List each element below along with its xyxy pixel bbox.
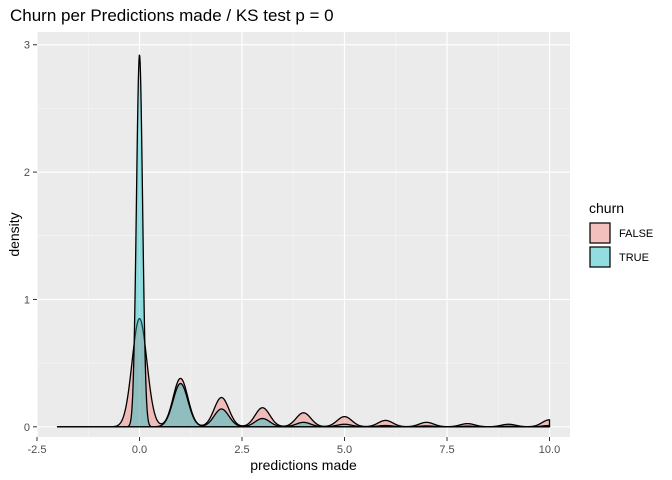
grid-minor xyxy=(37,32,570,437)
legend-key-background xyxy=(589,246,611,268)
legend-title: churn xyxy=(589,200,624,216)
y-tick-label: 1 xyxy=(24,294,30,306)
legend-item-true: TRUE xyxy=(589,246,649,268)
legend: churn FALSE TRUE xyxy=(589,200,653,268)
legend-label: FALSE xyxy=(619,228,653,240)
x-tick-label: 7.5 xyxy=(439,444,454,456)
chart-title: Churn per Predictions made / KS test p =… xyxy=(10,6,334,25)
y-tick-label: 3 xyxy=(24,40,30,52)
x-tick-label: 0.0 xyxy=(132,444,147,456)
y-tick-label: 2 xyxy=(24,167,30,179)
y-axis: 0 1 2 3 xyxy=(24,40,37,434)
density-series-false xyxy=(56,317,551,428)
x-tick-label: 2.5 xyxy=(234,444,249,456)
y-axis-label: density xyxy=(6,212,22,256)
x-tick-label: 10.0 xyxy=(539,444,560,456)
x-tick-label: 5.0 xyxy=(337,444,352,456)
legend-swatch xyxy=(589,246,611,268)
legend-swatch xyxy=(589,222,611,244)
x-tick-label: -2.5 xyxy=(28,444,47,456)
legend-label: TRUE xyxy=(619,252,649,264)
series-layer xyxy=(56,54,551,428)
density-series-true xyxy=(56,54,551,428)
x-axis: -2.5 0.0 2.5 5.0 7.5 10.0 xyxy=(28,437,560,456)
plot-panel xyxy=(37,32,570,437)
legend-key-background xyxy=(589,222,611,244)
x-axis-label: predictions made xyxy=(250,457,357,473)
y-tick-label: 0 xyxy=(24,422,30,434)
legend-item-false: FALSE xyxy=(589,222,653,244)
